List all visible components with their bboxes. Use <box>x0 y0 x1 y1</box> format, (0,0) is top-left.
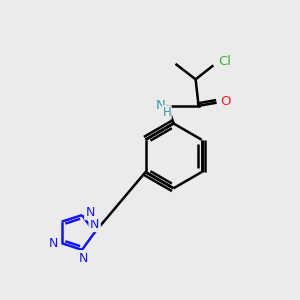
Text: N: N <box>49 237 58 250</box>
Text: N: N <box>155 99 165 112</box>
Text: N: N <box>79 252 88 265</box>
Text: O: O <box>220 95 230 108</box>
Text: N: N <box>90 218 99 231</box>
Text: H: H <box>162 106 171 119</box>
Text: N: N <box>85 206 95 219</box>
Text: Cl: Cl <box>219 55 232 68</box>
